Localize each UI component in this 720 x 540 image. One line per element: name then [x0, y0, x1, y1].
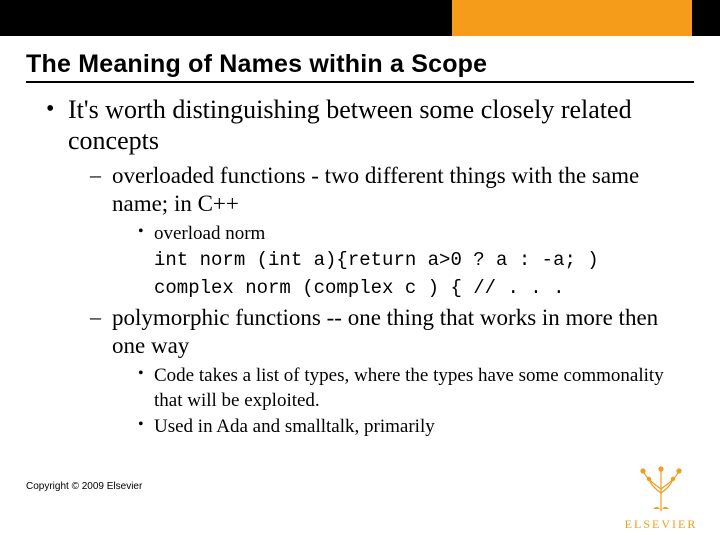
- bullet-code-types: Code takes a list of types, where the ty…: [138, 364, 690, 413]
- bullet-main: It's worth distinguishing between some c…: [50, 95, 690, 439]
- bullet-polymorphic: polymorphic functions -- one thing that …: [92, 304, 690, 439]
- bullet-overload-norm: overload norm: [138, 222, 690, 246]
- bullet-ada-smalltalk: Used in Ada and smalltalk, primarily: [138, 415, 690, 439]
- code-line-1: int norm (int a){return a>0 ? a : -a; ): [112, 249, 690, 273]
- bullet-overloaded-text: overloaded functions - two different thi…: [112, 163, 639, 216]
- bullet-overloaded: overloaded functions - two different thi…: [92, 162, 690, 300]
- code-line-2: complex norm (complex c ) { // . . .: [112, 277, 690, 301]
- publisher-logo: ELSEVIER: [616, 459, 706, 532]
- title-bar: The Meaning of Names within a Scope: [26, 50, 694, 83]
- bullet-main-text: It's worth distinguishing between some c…: [68, 95, 632, 155]
- elsevier-tree-icon: [633, 459, 689, 515]
- publisher-name: ELSEVIER: [616, 517, 706, 532]
- slide-title: The Meaning of Names within a Scope: [26, 50, 694, 79]
- header-orange-block: [452, 0, 692, 36]
- content-area: It's worth distinguishing between some c…: [0, 83, 720, 439]
- bullet-polymorphic-text: polymorphic functions -- one thing that …: [112, 305, 658, 358]
- copyright-text: Copyright © 2009 Elsevier: [26, 481, 142, 492]
